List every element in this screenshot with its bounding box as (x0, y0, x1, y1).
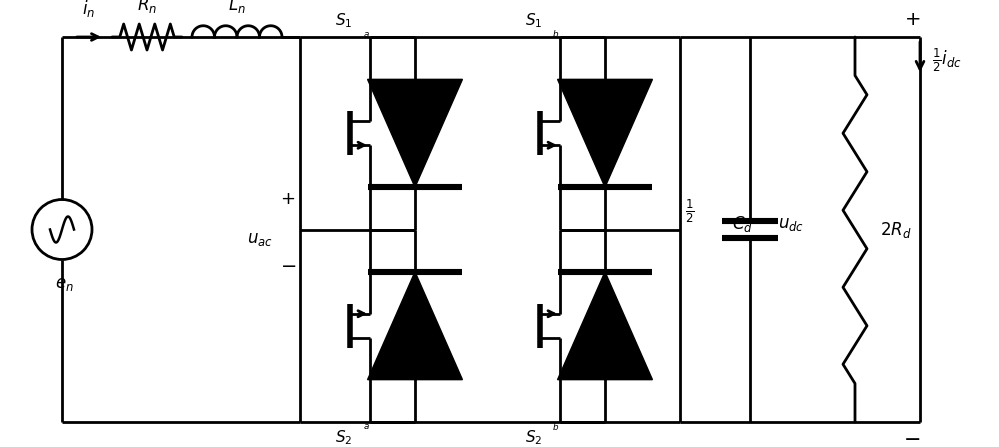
Text: $\frac{1}{2}$: $\frac{1}{2}$ (685, 198, 694, 225)
Text: $S_{2}$: $S_{2}$ (336, 429, 353, 447)
Text: $+$: $+$ (281, 190, 296, 208)
Text: $C_d$: $C_d$ (732, 215, 753, 235)
Polygon shape (368, 272, 463, 380)
Text: $R_n$: $R_n$ (137, 0, 157, 15)
Text: $\frac{1}{2}i_{dc}$: $\frac{1}{2}i_{dc}$ (932, 47, 962, 74)
Text: $+$: $+$ (904, 10, 920, 29)
Text: $u_{ac}$: $u_{ac}$ (247, 231, 273, 248)
Text: $_{a}$: $_{a}$ (363, 419, 370, 433)
Text: $S_{1}$: $S_{1}$ (336, 12, 353, 30)
Polygon shape (368, 80, 463, 187)
Text: $S_{2}$: $S_{2}$ (525, 429, 542, 447)
Text: $L_n$: $L_n$ (228, 0, 246, 15)
Text: $-$: $-$ (903, 428, 921, 447)
Text: $S_{1}$: $S_{1}$ (525, 12, 542, 30)
Text: $-$: $-$ (280, 255, 296, 274)
Text: $u_{dc}$: $u_{dc}$ (778, 216, 804, 233)
Text: $2R_d$: $2R_d$ (880, 219, 911, 240)
Text: $i_n$: $i_n$ (82, 0, 96, 19)
Text: $e_n$: $e_n$ (55, 276, 73, 293)
Polygon shape (557, 272, 652, 380)
Text: $_{b}$: $_{b}$ (552, 26, 559, 39)
Polygon shape (557, 80, 652, 187)
Text: $_{a}$: $_{a}$ (363, 26, 370, 39)
Text: $_{b}$: $_{b}$ (552, 419, 559, 433)
